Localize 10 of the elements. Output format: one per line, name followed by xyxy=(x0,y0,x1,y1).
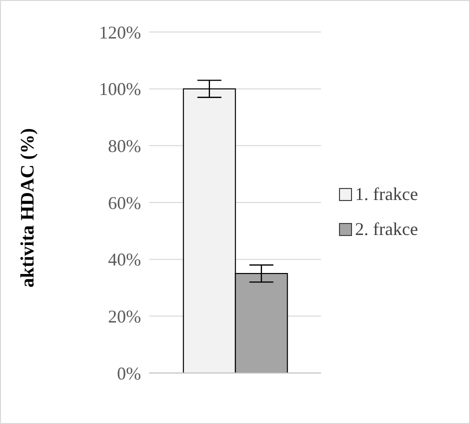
y-tick-label: 120% xyxy=(99,22,141,42)
y-tick-label: 20% xyxy=(108,306,141,327)
y-tick-label: 60% xyxy=(108,192,141,213)
y-tick-label: 80% xyxy=(108,136,141,156)
y-tick-label: 100% xyxy=(99,79,141,100)
y-tick-label: 0% xyxy=(117,363,141,384)
y-tick-label: 40% xyxy=(108,250,141,270)
text: 1. frakce xyxy=(355,184,418,205)
y-axis-title: aktivita HDAC (%) xyxy=(18,128,39,288)
legend-label: 2. frakce xyxy=(355,219,418,240)
